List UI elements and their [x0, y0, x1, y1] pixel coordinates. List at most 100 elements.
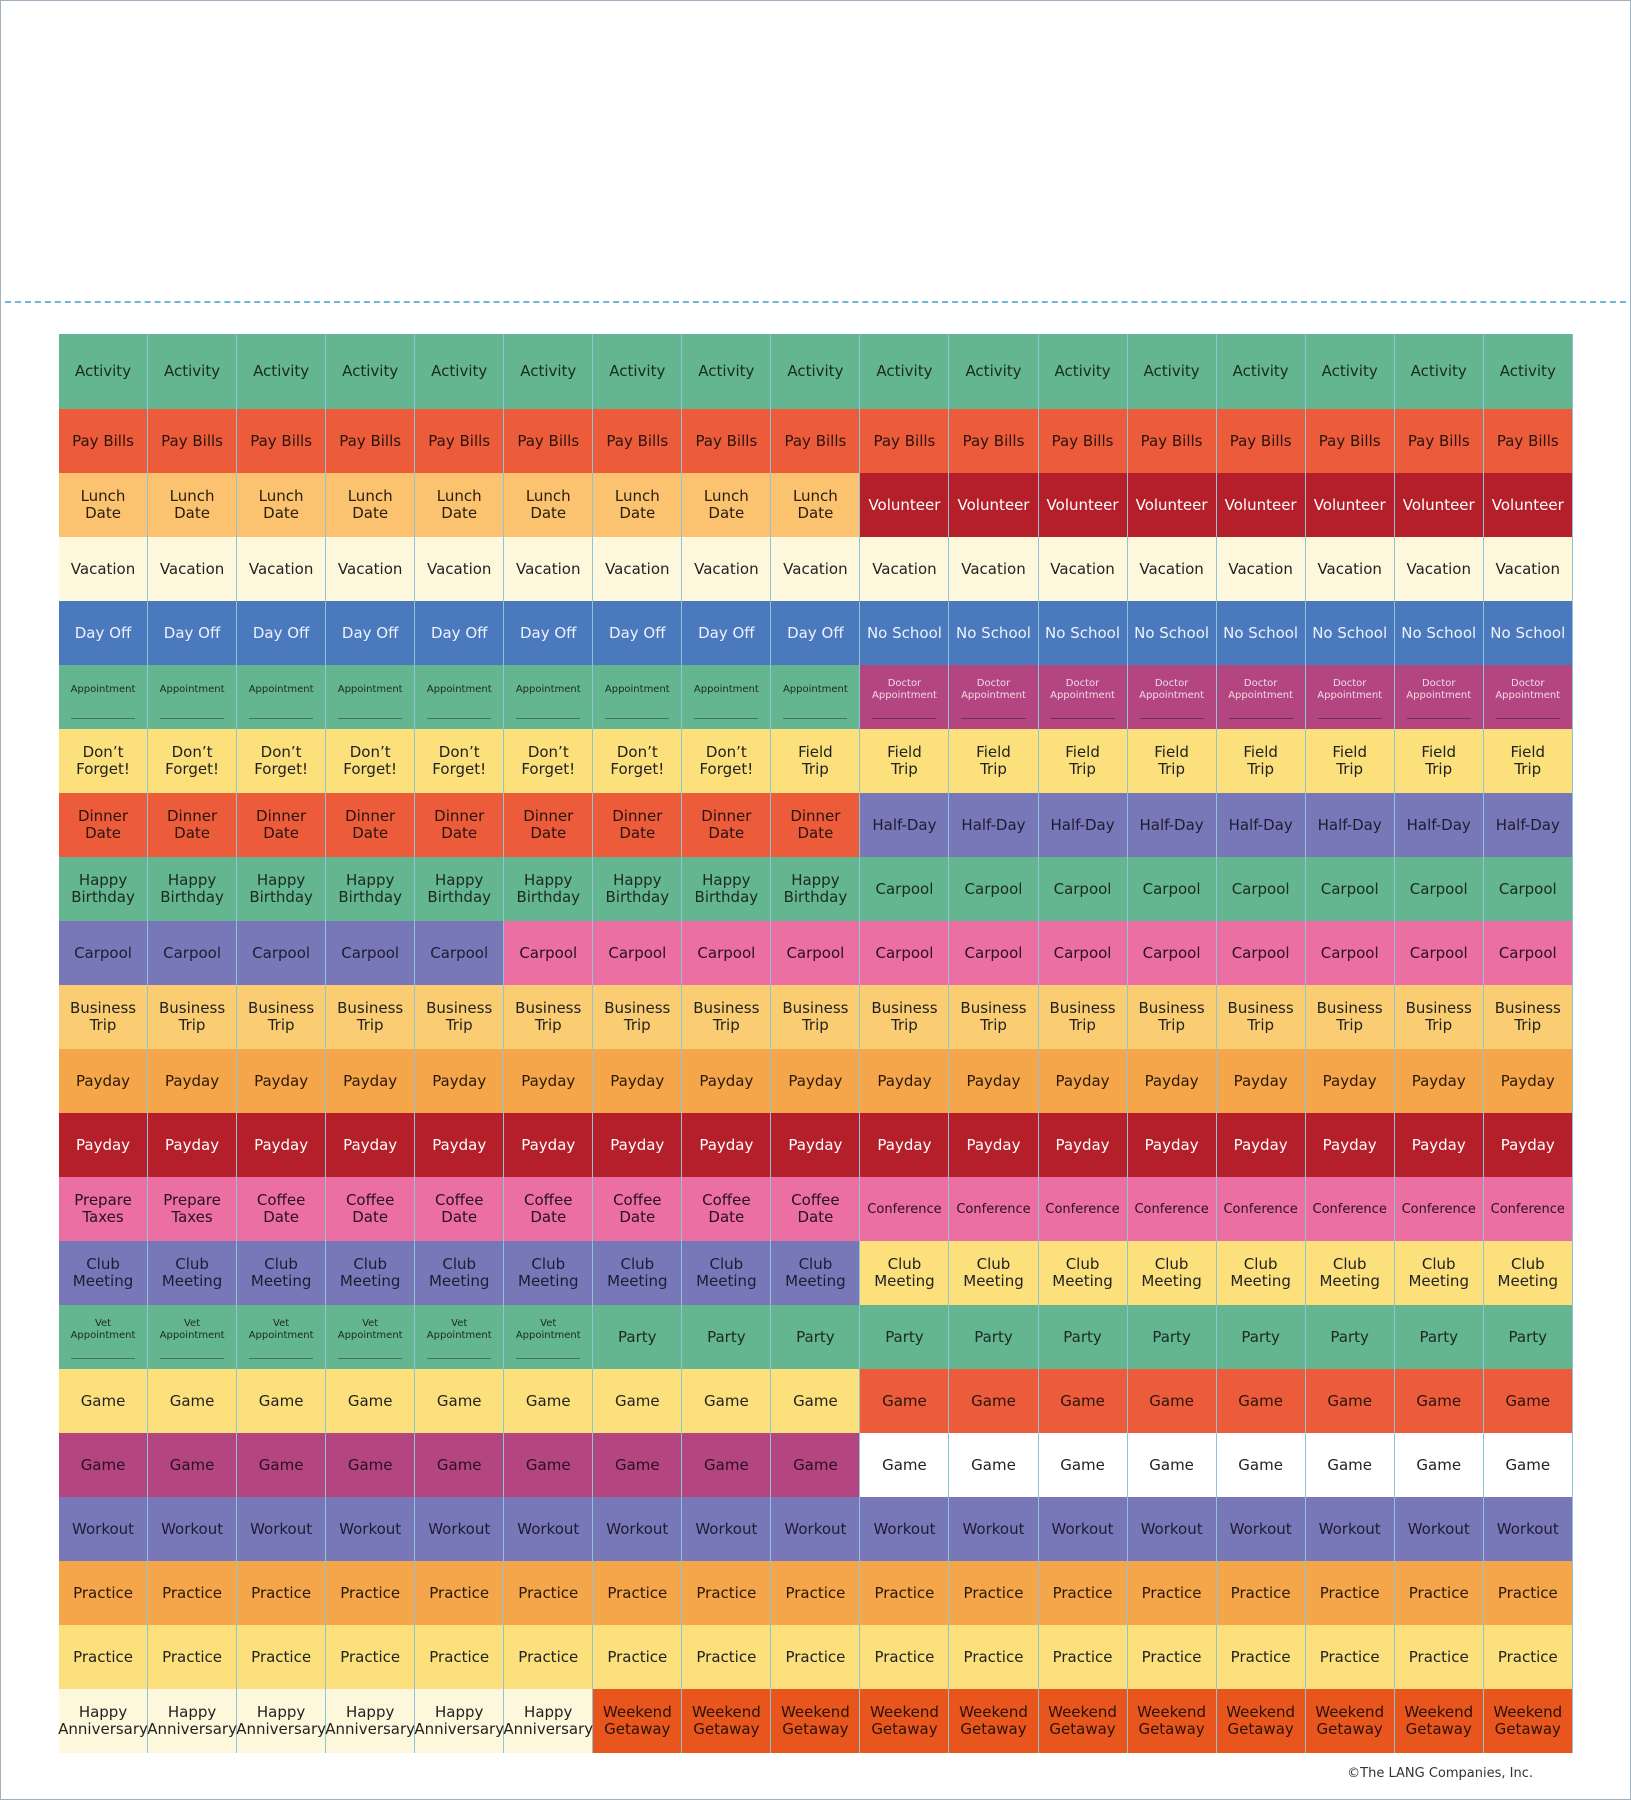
sticker: Day Off — [771, 601, 861, 665]
sticker: Weekend Getaway — [682, 1689, 772, 1753]
sticker-label: Dinner Date — [256, 807, 307, 842]
sticker: Business Trip — [148, 985, 238, 1049]
write-in-line — [427, 1358, 492, 1359]
sticker: Activity — [415, 334, 505, 409]
sticker: Happy Anniversary — [414, 1689, 505, 1753]
sticker-label: Field Trip — [887, 743, 922, 778]
sticker-label: Activity — [253, 362, 310, 380]
sticker-label: Pay Bills — [1051, 431, 1114, 450]
sticker: No School — [860, 601, 950, 665]
sticker-label: Game — [1505, 1455, 1551, 1474]
sticker-label: Conference — [867, 1201, 942, 1217]
sticker-label: Day Off — [252, 623, 310, 642]
sticker-label: Activity — [1143, 362, 1200, 380]
sticker-label: Game — [1060, 1455, 1105, 1474]
sticker-label: Happy Birthday — [783, 871, 848, 906]
sticker: Carpool — [1394, 921, 1484, 985]
sticker: Coffee Date — [415, 1177, 505, 1241]
sticker-label: Practice — [162, 1583, 223, 1602]
sticker-label: Club Meeting — [161, 1255, 223, 1290]
sticker: Vacation — [682, 537, 772, 601]
sticker: Doctor Appointment — [1305, 665, 1395, 729]
sticker: Workout — [59, 1497, 149, 1561]
sticker-label: Business Trip — [248, 999, 315, 1034]
sticker-label: Payday — [76, 1071, 131, 1090]
sticker-label: Happy Birthday — [338, 871, 402, 906]
sticker: Carpool — [1127, 857, 1217, 921]
sticker: Game — [593, 1369, 683, 1433]
sticker: Doctor Appointment — [1216, 665, 1306, 729]
sticker-row: Game Game Game Game Game Game Game Game Game Game… — [59, 1433, 1573, 1497]
sticker-label: Practice — [73, 1583, 133, 1602]
sticker-label: Payday — [165, 1071, 220, 1090]
sticker: Practice — [504, 1561, 594, 1625]
sticker-label: Payday — [1411, 1135, 1466, 1154]
sticker: Game — [771, 1433, 861, 1497]
sticker: Vacation — [148, 537, 238, 601]
sticker: Doctor Appointment — [1394, 665, 1484, 729]
sticker-row: Appointment Appointment Appointment Appoint… — [59, 665, 1573, 729]
sticker: Dinner Date — [771, 793, 861, 857]
sticker: Pay Bills — [504, 409, 594, 473]
sticker-label: Practice — [1319, 1583, 1380, 1602]
sticker: Payday — [1127, 1113, 1217, 1177]
sticker: Pay Bills — [415, 409, 505, 473]
sticker-label: Payday — [966, 1071, 1021, 1090]
sticker-row: Prepare Taxes Prepare Taxes Coffee Date Cof… — [59, 1177, 1573, 1241]
sticker-label: Party — [885, 1327, 924, 1346]
sticker-label: Lunch Date — [258, 487, 304, 522]
sticker: Payday — [593, 1113, 683, 1177]
sticker: Activity — [1394, 334, 1484, 409]
sticker-label: Game — [525, 1391, 571, 1410]
sticker: Practice — [148, 1561, 238, 1625]
sticker-label: Pay Bills — [428, 431, 491, 450]
sticker: Doctor Appointment — [860, 665, 950, 729]
sticker-label: Field Trip — [1332, 743, 1367, 778]
sticker-label: Payday — [432, 1135, 487, 1154]
sticker: Party — [1305, 1305, 1395, 1369]
sticker-label: Doctor Appointment — [872, 678, 937, 701]
sticker-label: Game — [971, 1455, 1016, 1474]
sticker-label: Day Off — [519, 623, 577, 642]
sticker-label: Carpool — [74, 943, 132, 962]
sticker-label: Workout — [962, 1519, 1025, 1538]
sticker-row: Pay Bills Pay Bills Pay Bills Pay Bills Pay … — [59, 409, 1573, 473]
sticker-label: No School — [1223, 623, 1299, 642]
sticker-label: Appointment — [782, 684, 848, 695]
sticker: Half-Day — [1394, 793, 1484, 857]
sticker: Carpool — [949, 921, 1039, 985]
sticker-label: Vacation — [1495, 559, 1560, 578]
sticker: Practice — [237, 1625, 327, 1689]
write-in-line — [1050, 718, 1115, 719]
sticker: Workout — [1483, 1497, 1573, 1561]
sticker-label: Game — [614, 1391, 660, 1410]
sticker-label: Vacation — [337, 559, 403, 578]
sticker: Game — [59, 1369, 149, 1433]
sticker: Vet Appointment — [504, 1305, 594, 1369]
sticker-label: Lunch Date — [792, 487, 838, 522]
sticker: Workout — [771, 1497, 861, 1561]
sticker-label: Practice — [1230, 1647, 1291, 1666]
sticker-label: Doctor Appointment — [1139, 678, 1204, 701]
sticker-row: Vet Appointment Vet Appointment Vet Appoin… — [59, 1305, 1573, 1369]
sticker-label: Carpool — [697, 943, 756, 962]
sticker-label: Pay Bills — [72, 431, 134, 450]
sticker-label: Vet Appointment — [159, 1318, 225, 1341]
sticker-label: Pay Bills — [517, 431, 580, 450]
sticker: Pay Bills — [1038, 409, 1128, 473]
sticker-label: Field Trip — [798, 743, 833, 778]
sticker-label: Dinner Date — [523, 807, 574, 842]
sticker: Game — [1216, 1369, 1306, 1433]
sticker: Happy Anniversary — [236, 1689, 327, 1753]
sticker: Field Trip — [1394, 729, 1484, 793]
sticker-label: Appointment — [604, 684, 670, 695]
sticker-label: Carpool — [1231, 879, 1290, 898]
sticker-label: Game — [1416, 1391, 1462, 1410]
sticker-label: Carpool — [1409, 943, 1468, 962]
sticker: Volunteer — [1127, 473, 1217, 537]
sticker: Payday — [1483, 1049, 1573, 1113]
sticker: Game — [326, 1369, 416, 1433]
sticker: Game — [1038, 1433, 1128, 1497]
sticker: Payday — [593, 1049, 683, 1113]
sticker: Dinner Date — [237, 793, 327, 857]
